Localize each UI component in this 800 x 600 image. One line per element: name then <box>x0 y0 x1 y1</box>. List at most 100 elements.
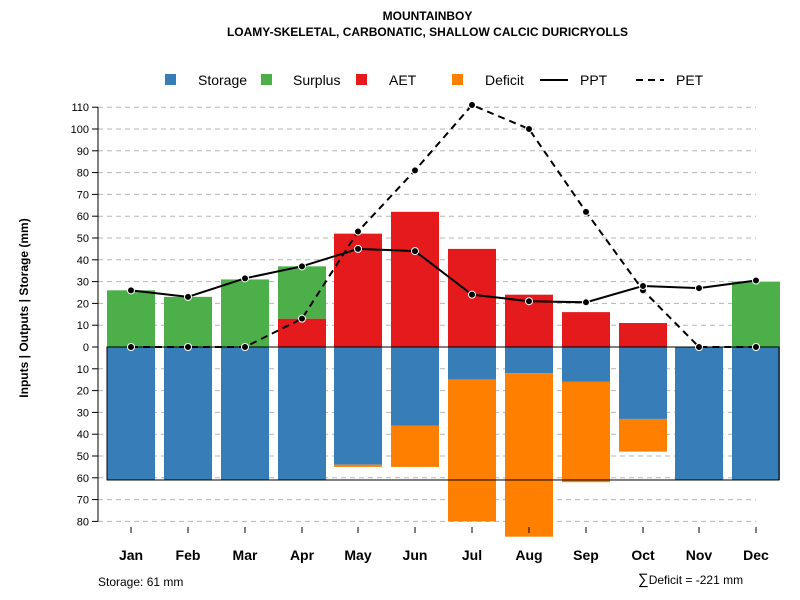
x-tick-label: Mar <box>233 547 258 563</box>
storage-bar <box>391 347 439 426</box>
x-tick-label: Nov <box>686 547 713 563</box>
pet-point <box>752 343 760 351</box>
ppt-point <box>468 290 476 299</box>
storage-note: Storage: 61 mm <box>98 575 184 589</box>
storage-bar <box>278 347 326 480</box>
pet-point <box>298 314 306 323</box>
y-axis-title: Inputs | Outputs | Storage (mm) <box>17 218 31 397</box>
y-tick-label: 30 <box>77 277 89 289</box>
y-tick-label: 10 <box>77 320 89 332</box>
pet-point <box>695 343 703 351</box>
y-tick-label: 20 <box>77 386 89 398</box>
storage-bar <box>732 347 780 480</box>
pet-point <box>525 125 533 133</box>
x-tick-label: Oct <box>631 547 655 563</box>
ppt-point <box>127 286 135 295</box>
storage-bar <box>334 347 382 465</box>
x-tick-label: Jul <box>462 547 482 563</box>
storage-bar <box>448 347 496 380</box>
storage-bar <box>107 347 155 480</box>
deficit-bar <box>448 379 496 522</box>
storage-bar <box>505 347 553 374</box>
chart-subtitle: LOAMY-SKELETAL, CARBONATIC, SHALLOW CALC… <box>226 25 629 39</box>
ppt-point <box>525 297 533 306</box>
y-tick-label: 100 <box>71 124 89 136</box>
surplus-bar <box>221 279 269 347</box>
pet-point <box>184 343 192 351</box>
x-tick-label: Feb <box>176 547 201 563</box>
x-tick-label: Dec <box>743 547 769 563</box>
deficit-bar <box>391 425 439 467</box>
pet-point <box>411 166 419 175</box>
chart-title: MOUNTAINBOY <box>382 9 473 23</box>
ppt-point <box>241 274 249 283</box>
y-tick-label: 60 <box>77 473 89 485</box>
legend-ppt-label: PPT <box>580 72 608 88</box>
surplus-bar <box>164 296 212 347</box>
aet-bar <box>619 323 667 347</box>
pet-point <box>468 101 476 110</box>
y-tick-label: 20 <box>77 298 89 310</box>
y-tick-label: 60 <box>77 211 89 223</box>
aet-bar <box>562 312 610 347</box>
y-tick-label: 70 <box>77 495 89 507</box>
y-tick-label: 10 <box>77 364 89 376</box>
legend-aet-swatch <box>356 74 367 85</box>
deficit-note: ∑Deficit = -221 mm <box>638 571 743 588</box>
x-tick-label: Jan <box>119 547 143 563</box>
y-tick-label: 0 <box>83 342 89 354</box>
ppt-point <box>354 244 362 253</box>
legend-deficit-swatch <box>452 74 463 85</box>
surplus-bar <box>732 281 780 347</box>
y-tick-label: 80 <box>77 168 89 180</box>
storage-bar <box>619 347 667 419</box>
ppt-point <box>298 262 306 271</box>
y-tick-label: 40 <box>77 255 89 267</box>
x-tick-label: Jun <box>403 547 428 563</box>
surplus-bar <box>107 290 155 347</box>
pet-point <box>354 227 362 236</box>
ppt-point <box>752 276 760 285</box>
storage-bar <box>221 347 269 480</box>
deficit-total: Deficit = -221 mm <box>648 573 744 587</box>
legend-surplus-swatch <box>261 74 272 85</box>
aet-bar <box>391 211 439 347</box>
y-tick-label: 80 <box>77 516 89 528</box>
deficit-bar <box>562 381 610 483</box>
legend-storage-label: Storage <box>198 72 247 88</box>
pet-line <box>131 103 756 348</box>
legend-surplus-label: Surplus <box>293 72 340 88</box>
pet-point <box>241 343 249 351</box>
storage-bar <box>675 347 723 480</box>
legend-storage-swatch <box>165 74 176 85</box>
y-tick-label: 50 <box>77 451 89 463</box>
storage-bar <box>164 347 212 480</box>
y-tick-label: 30 <box>77 407 89 419</box>
deficit-bar <box>334 464 382 467</box>
y-tick-label: 40 <box>77 429 89 441</box>
aet-bar <box>278 318 326 347</box>
deficit-bar <box>505 373 553 537</box>
ppt-line <box>130 247 757 304</box>
ppt-point <box>411 247 419 256</box>
pet-point <box>127 343 135 351</box>
storage-bar <box>562 347 610 382</box>
y-tick-label: 70 <box>77 189 89 201</box>
x-tick-label: Apr <box>290 547 315 563</box>
y-tick-label: 50 <box>77 233 89 245</box>
ppt-point <box>184 292 192 301</box>
legend-deficit-label: Deficit <box>485 72 524 88</box>
x-tick-label: Aug <box>515 547 542 563</box>
legend-pet-label: PET <box>676 72 704 88</box>
ppt-point <box>695 284 703 293</box>
x-tick-label: Sep <box>573 547 599 563</box>
sum-symbol: ∑ <box>638 571 649 588</box>
ppt-point <box>639 281 647 290</box>
x-tick-label: May <box>344 547 371 563</box>
legend-aet-label: AET <box>389 72 417 88</box>
y-tick-label: 90 <box>77 146 89 158</box>
ppt-point <box>582 298 590 307</box>
y-tick-label: 110 <box>71 102 89 114</box>
deficit-bar <box>619 418 667 452</box>
